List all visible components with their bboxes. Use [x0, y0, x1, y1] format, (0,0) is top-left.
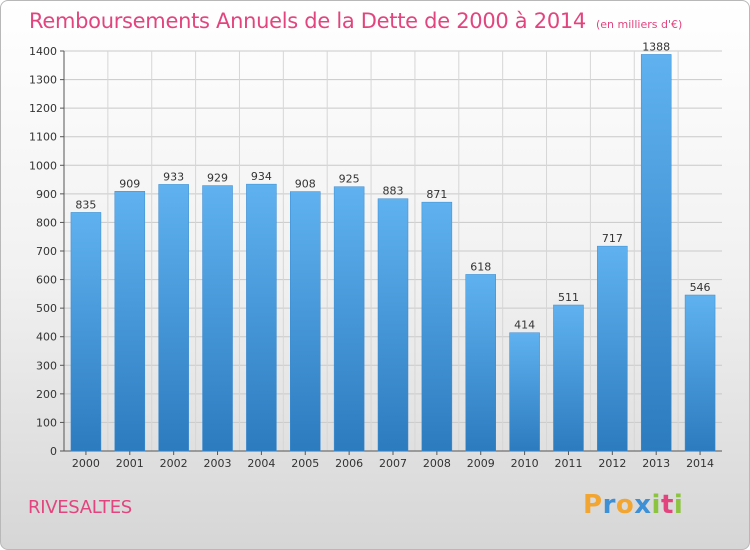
x-tick-label: 2001: [116, 457, 144, 470]
bar-2011: [553, 304, 584, 452]
chart-title: Remboursements Annuels de la Dette de 20…: [29, 9, 682, 33]
value-label: 934: [251, 170, 272, 183]
chart-unit: (en milliers d'€): [596, 18, 683, 31]
value-label: 883: [383, 185, 404, 198]
y-tick-label: 100: [36, 416, 57, 429]
value-label: 909: [119, 177, 140, 190]
value-label: 835: [75, 198, 96, 211]
x-tick-label: 2006: [335, 457, 363, 470]
labels: 835 2000 909 2001 933 2002 929 2003 934 2004 908 20…: [72, 40, 714, 470]
value-label: 871: [426, 188, 447, 201]
bar-2013: [640, 54, 672, 452]
value-label: 1388: [642, 40, 670, 53]
chart-title-text: Remboursements Annuels de la Dette de 20…: [29, 9, 586, 33]
value-label: 925: [339, 173, 360, 186]
x-tick-label: 2012: [598, 457, 626, 470]
bar-2000: [70, 212, 102, 452]
bar-2002: [158, 184, 189, 452]
value-label: 546: [690, 281, 711, 294]
logo-letter: x: [634, 490, 652, 520]
y-tick-label: 1200: [29, 102, 57, 115]
bar-2010: [509, 332, 540, 452]
value-label: 933: [163, 170, 184, 183]
logo-letter: i: [673, 490, 684, 520]
logo-letter: i: [651, 490, 661, 520]
y-tick-label: 1400: [29, 45, 57, 58]
bar-2008: [421, 201, 453, 452]
logo-letter: t: [660, 490, 674, 520]
bar-2001: [114, 191, 146, 452]
x-tick-label: 2009: [467, 457, 495, 470]
x-tick-label: 2014: [686, 457, 714, 470]
bar-2007: [377, 198, 409, 452]
bar-2003: [202, 185, 233, 452]
bar-2012: [597, 245, 628, 452]
value-label: 618: [470, 260, 491, 273]
x-tick-label: 2010: [511, 457, 539, 470]
value-label: 908: [295, 178, 316, 191]
y-tick-label: 1000: [29, 159, 57, 172]
y-tick-label: 500: [36, 302, 57, 315]
value-label: 929: [207, 172, 228, 185]
y-tick-label: 400: [36, 331, 57, 344]
y-tick-label: 300: [36, 359, 57, 372]
y-tick-label: 700: [36, 245, 57, 258]
x-tick-label: 2000: [72, 457, 100, 470]
x-tick-label: 2013: [642, 457, 670, 470]
y-tick-label: 900: [36, 188, 57, 201]
y-tick-label: 1100: [29, 131, 57, 144]
value-label: 511: [558, 291, 579, 304]
x-tick-label: 2002: [160, 457, 188, 470]
x-tick-label: 2011: [554, 457, 582, 470]
bars: [70, 54, 716, 452]
commune-name: RIVESALTES: [28, 497, 132, 518]
bar-2009: [465, 274, 496, 452]
bar-2006: [333, 186, 365, 452]
x-tick-label: 2005: [291, 457, 319, 470]
bar-2014: [684, 294, 716, 452]
x-tick-label: 2003: [204, 457, 232, 470]
y-tick-label: 800: [36, 216, 57, 229]
bar-2004: [246, 183, 277, 452]
logo-letter: P: [583, 490, 603, 520]
x-tick-label: 2007: [379, 457, 407, 470]
y-tick-label: 200: [36, 388, 57, 401]
value-label: 414: [514, 319, 535, 332]
x-tick-label: 2004: [247, 457, 275, 470]
x-tick-label: 2008: [423, 457, 451, 470]
bar-2005: [290, 191, 321, 452]
y-tick-label: 0: [50, 445, 57, 458]
value-label: 717: [602, 232, 623, 245]
y-tick-label: 1300: [29, 74, 57, 87]
proxiti-logo: Proxiti: [583, 490, 683, 520]
logo-letter: r: [602, 490, 616, 520]
logo-letter: o: [615, 490, 635, 520]
y-tick-label: 600: [36, 274, 57, 287]
